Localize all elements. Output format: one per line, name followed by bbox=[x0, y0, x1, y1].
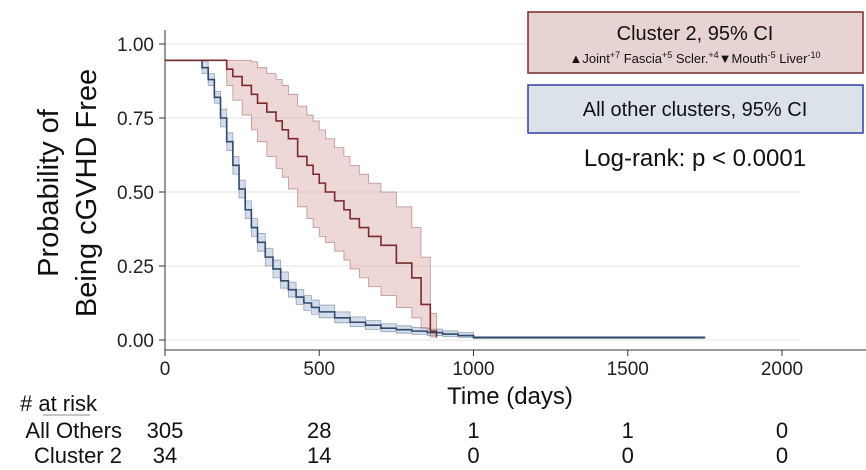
risk-row-label-1: Cluster 2 bbox=[34, 443, 122, 468]
risk-table-header: # at risk bbox=[20, 391, 98, 416]
legend-others-title: All other clusters, 95% CI bbox=[583, 99, 808, 121]
x-ticks: 0 500 1000 1500 2000 bbox=[160, 350, 803, 380]
legend-trait-sup-0: +7 bbox=[610, 50, 620, 60]
y-tick-label-3: 0.75 bbox=[117, 109, 154, 130]
x-tick-label-2: 1000 bbox=[452, 359, 494, 380]
risk-value-1-3: 0 bbox=[622, 443, 634, 468]
survival-curves bbox=[165, 59, 705, 339]
risk-value-1-2: 0 bbox=[467, 443, 479, 468]
legend-trait-0: ▲Joint bbox=[570, 51, 611, 66]
y-tick-label-4: 1.00 bbox=[117, 35, 154, 56]
x-tick-label-1: 500 bbox=[303, 359, 335, 380]
legend-others-box bbox=[527, 84, 864, 134]
risk-value-1-4: 0 bbox=[776, 443, 788, 468]
legend-others: All other clusters, 95% CI bbox=[527, 84, 864, 134]
risk-value-1-0: 34 bbox=[153, 443, 177, 468]
legend-trait-sup-2: +4 bbox=[708, 50, 718, 60]
legend-trait-4: Liver bbox=[776, 51, 808, 66]
legend-trait-2: Scler. bbox=[672, 51, 708, 66]
risk-value-0-3: 1 bbox=[622, 418, 634, 443]
risk-value-1-1: 14 bbox=[307, 443, 331, 468]
risk-value-0-2: 1 bbox=[467, 418, 479, 443]
risk-row-label-0: All Others bbox=[25, 418, 122, 443]
legend-cluster2-box bbox=[527, 11, 864, 74]
risk-value-0-0: 305 bbox=[147, 418, 184, 443]
y-tick-label-1: 0.25 bbox=[117, 257, 154, 278]
y-tick-label-0: 0.00 bbox=[117, 331, 154, 352]
km-curve-series-1 bbox=[165, 59, 438, 338]
y-tick-label-2: 0.50 bbox=[117, 183, 154, 204]
legend-trait-sup-1: +5 bbox=[662, 50, 672, 60]
legend-trait-sup-4: -10 bbox=[807, 50, 820, 60]
risk-value-0-4: 0 bbox=[776, 418, 788, 443]
y-axis-title-line1: Probability of bbox=[33, 108, 65, 277]
legend-trait-sup-3: -5 bbox=[768, 50, 776, 60]
legend-cluster2-title: Cluster 2, 95% CI bbox=[617, 23, 774, 45]
logrank-annotation: Log-rank: p < 0.0001 bbox=[584, 145, 806, 172]
risk-value-0-1: 28 bbox=[307, 418, 331, 443]
km-curve-series-0 bbox=[165, 59, 705, 339]
axes bbox=[164, 30, 866, 351]
x-tick-label-4: 2000 bbox=[761, 359, 803, 380]
y-ticks: 0.00 0.25 0.50 0.75 1.00 bbox=[117, 35, 165, 352]
x-tick-label-3: 1500 bbox=[607, 359, 649, 380]
y-axis-title-line2: Being cGVHD Free bbox=[71, 69, 103, 317]
legend-cluster2: Cluster 2, 95% CI ▲Joint+7 Fascia+5 Scle… bbox=[527, 11, 864, 74]
legend-cluster2-traits: ▲Joint+7 Fascia+5 Scler.+4▼Mouth-5 Liver… bbox=[570, 50, 821, 66]
legend-trait-1: Fascia bbox=[620, 51, 663, 66]
x-axis-title: Time (days) bbox=[447, 383, 573, 410]
legend-trait-3: ▼Mouth bbox=[719, 51, 768, 66]
x-tick-label-0: 0 bbox=[160, 359, 171, 380]
